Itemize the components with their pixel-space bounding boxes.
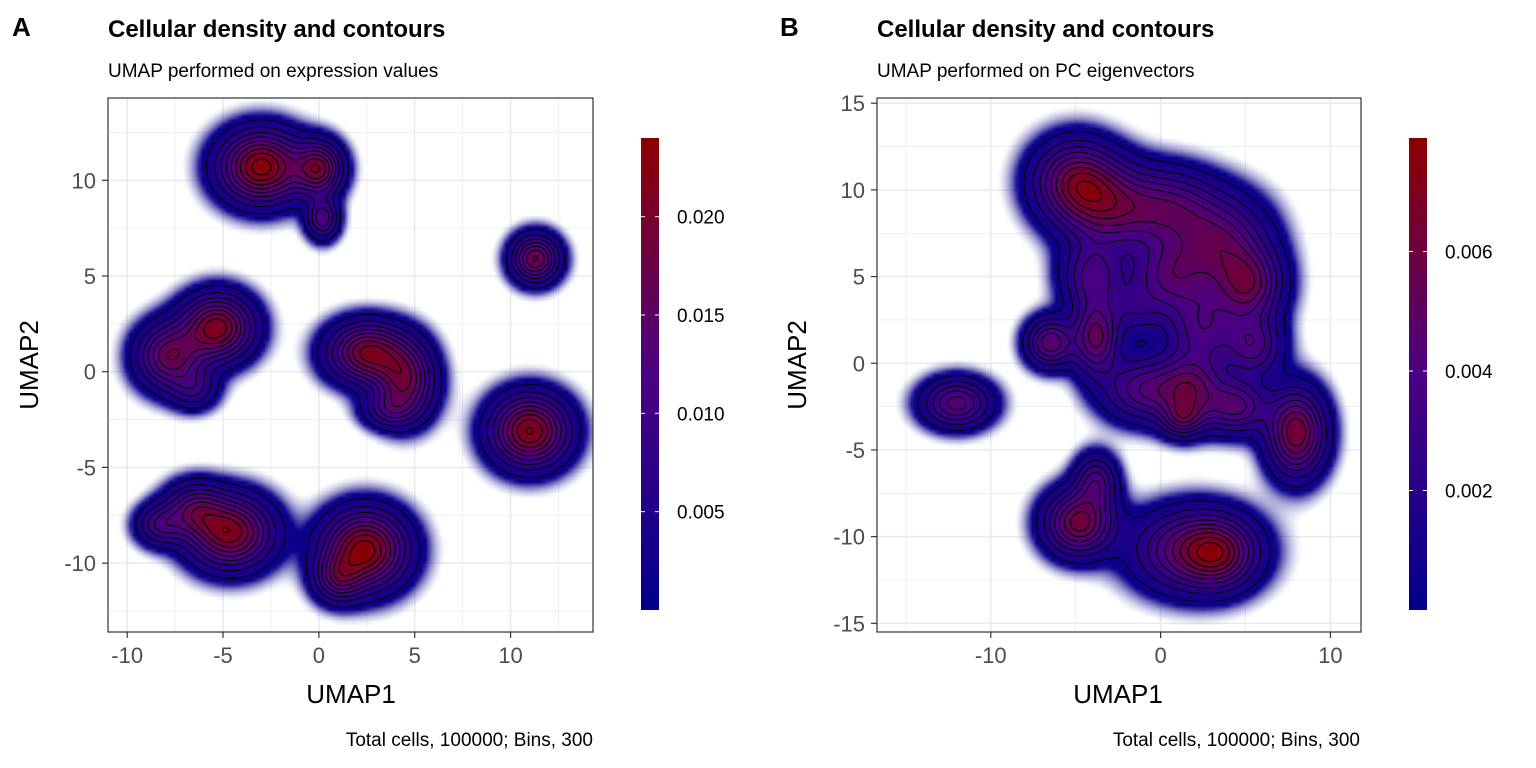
x-tick-label: -10 — [111, 643, 143, 668]
panel-a-ylabel: UMAP2 — [14, 320, 44, 410]
panel-b-subtitle: UMAP performed on PC eigenvectors — [877, 61, 1195, 82]
x-tick-label: 10 — [498, 643, 522, 668]
x-tick-label: 0 — [313, 643, 325, 668]
plot-border — [107, 97, 594, 633]
panel-b-tag: B — [780, 12, 799, 42]
panel-a-subtitle: UMAP performed on expression values — [108, 61, 438, 82]
panel-a-tag: A — [12, 12, 31, 42]
colorbar-tick-label: 0.005 — [677, 503, 725, 524]
contour-line — [1076, 180, 1224, 563]
panel-a-title: Cellular density and contours — [108, 16, 445, 43]
axes: -10 0 10 -15 -10 -5 0 5 10 15 — [833, 91, 1342, 668]
contour-line — [129, 119, 581, 608]
contour-line — [152, 140, 558, 590]
colorbar-tick-label: 0.002 — [1445, 482, 1493, 503]
panel-a-xlabel: UMAP1 — [306, 679, 396, 709]
y-tick-label: 0 — [853, 351, 865, 376]
contour-line — [202, 152, 543, 577]
x-tick-label: 0 — [1154, 643, 1166, 668]
contour-line — [939, 151, 1319, 584]
contour-line — [136, 126, 573, 602]
y-tick-label: -10 — [833, 525, 865, 550]
contour-line — [147, 136, 562, 594]
panel-a: A Cellular density and contours UMAP per… — [12, 12, 725, 751]
contour-line — [158, 144, 553, 587]
colorbar-tick-label: 0.010 — [677, 404, 725, 425]
x-tick-label: 5 — [409, 643, 421, 668]
panel-a-caption: Total cells, 100000; Bins, 300 — [346, 730, 593, 751]
x-tick-label: -10 — [975, 643, 1007, 668]
panel-b-ylabel: UMAP2 — [782, 320, 812, 410]
panel-b-caption: Total cells, 100000; Bins, 300 — [1113, 730, 1360, 751]
panel-b-xlabel: UMAP1 — [1073, 679, 1163, 709]
y-tick-label: -10 — [64, 551, 96, 576]
contour-line — [1061, 166, 1307, 572]
contour-line — [946, 156, 1315, 580]
colorbar-gradient — [641, 138, 659, 610]
panel-a-colorbar: 0.005 0.010 0.015 0.020 — [641, 138, 725, 610]
contour-lines — [917, 131, 1334, 603]
colorbar-gradient — [1409, 138, 1427, 610]
contour-line — [142, 132, 567, 598]
panel-b-plot: -10 0 10 -15 -10 -5 0 5 10 15 — [833, 91, 1362, 668]
axes: -10 -5 0 5 10 -10 -5 0 5 10 — [64, 168, 523, 668]
y-tick-label: 10 — [72, 168, 96, 193]
contour-line — [932, 146, 1323, 589]
contour-line — [1055, 161, 1311, 576]
density-raster — [877, 98, 1361, 632]
colorbar-tick-label: 0.020 — [677, 208, 725, 229]
contour-line — [1067, 172, 1230, 568]
y-tick-label: 0 — [84, 360, 96, 385]
x-tick-label: 10 — [1318, 643, 1342, 668]
contour-line — [925, 139, 1328, 595]
y-tick-label: -15 — [833, 611, 865, 636]
plot-border — [876, 97, 1362, 633]
panel-b-colorbar: 0.002 0.004 0.006 — [1409, 138, 1493, 610]
colorbar-tick-label: 0.015 — [677, 306, 725, 327]
colorbar-tick-label: 0.004 — [1445, 362, 1493, 383]
panel-b-title: Cellular density and contours — [877, 16, 1214, 43]
contour-lines — [129, 119, 581, 608]
y-tick-label: 10 — [841, 178, 865, 203]
density-raster — [108, 98, 593, 632]
y-tick-label: 5 — [84, 264, 96, 289]
y-tick-label: 5 — [853, 265, 865, 290]
panel-b: B Cellular density and contours UMAP per… — [780, 12, 1493, 751]
panel-a-plot: -10 -5 0 5 10 -10 -5 0 5 10 — [64, 97, 594, 668]
y-tick-label: -5 — [845, 438, 865, 463]
colorbar-tick-label: 0.006 — [1445, 243, 1493, 264]
contour-line — [222, 158, 534, 566]
contour-line — [166, 148, 548, 582]
y-tick-label: -5 — [76, 455, 96, 480]
x-tick-label: -5 — [213, 643, 233, 668]
contour-line — [917, 131, 1334, 603]
y-tick-label: 15 — [841, 91, 865, 116]
